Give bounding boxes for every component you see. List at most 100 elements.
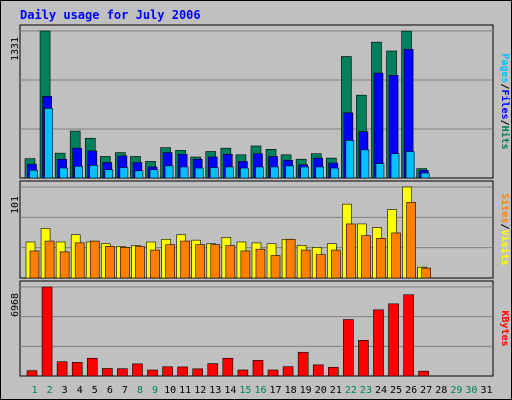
bar-pages: [375, 163, 385, 179]
x-tick-label: 19: [300, 385, 312, 396]
bar-kbytes: [373, 309, 384, 377]
x-tick-label: 2: [47, 385, 53, 396]
bar-kbytes: [86, 357, 98, 377]
x-tick-label: 16: [254, 385, 266, 396]
bar-pages: [209, 167, 219, 179]
x-tick-label: 26: [405, 385, 417, 396]
bar-kbytes: [177, 366, 188, 377]
x-tick-label: 12: [194, 385, 206, 396]
bar-sites: [421, 267, 431, 279]
x-tick-label: 6: [107, 385, 113, 396]
bar-pages: [74, 166, 83, 179]
bar-pages: [285, 165, 294, 179]
bar-sites: [89, 240, 100, 279]
bar-pages: [315, 166, 325, 179]
x-tick-label: 30: [465, 385, 477, 396]
bar-sites: [315, 254, 326, 279]
bar-kbytes: [117, 368, 128, 377]
bar-kbytes: [207, 363, 219, 377]
x-tick-label: 9: [152, 385, 158, 396]
bar-kbytes: [26, 370, 38, 377]
bar-pages: [119, 167, 129, 179]
x-tick-label: 18: [285, 385, 297, 396]
bar-kbytes: [102, 368, 113, 377]
x-tick-label: 5: [92, 385, 98, 396]
bar-kbytes: [132, 363, 143, 377]
legend-item: Visits: [499, 230, 511, 266]
bar-sites: [300, 249, 311, 279]
bar-pages: [149, 169, 159, 179]
bar-sites: [150, 249, 160, 279]
bar-kbytes: [192, 368, 204, 377]
bar-pages: [29, 169, 38, 179]
bar-sites: [195, 244, 206, 279]
bar-sites: [59, 251, 70, 279]
bar-pages: [405, 151, 415, 179]
x-tick-label: 7: [122, 385, 128, 396]
bar-kbytes: [403, 294, 414, 377]
bar-sites: [255, 248, 266, 279]
legend-item: Pages: [499, 53, 510, 83]
bar-sites: [285, 238, 296, 279]
bar-sites: [135, 246, 145, 279]
bar-kbytes: [297, 351, 309, 377]
bar-pages: [420, 172, 430, 179]
bar-sites: [376, 238, 386, 279]
bar-kbytes: [56, 361, 68, 377]
bar-pages: [194, 167, 204, 179]
legend-hits-files-pages: Pages/Files/Hits: [499, 53, 511, 149]
bar-pages: [270, 166, 279, 179]
bar-pages: [225, 166, 234, 179]
bar-pages: [390, 153, 400, 179]
chart-title: Daily usage for July 2006: [20, 8, 201, 22]
legend-separator: /: [499, 223, 510, 229]
legend-visits-sites: Sites/Visits: [499, 193, 511, 265]
x-tick-label: 22: [345, 385, 357, 396]
y-max-label: 6968: [10, 293, 21, 317]
bar-sites: [361, 235, 371, 279]
bar-files: [373, 72, 384, 179]
bar-kbytes: [147, 369, 158, 377]
x-tick-label: 10: [164, 385, 176, 396]
bar-pages: [330, 167, 340, 179]
bar-pages: [44, 108, 53, 179]
bar-sites: [406, 202, 416, 279]
bar-kbytes: [222, 357, 234, 377]
x-tick-label: 11: [179, 385, 191, 396]
bar-kbytes: [343, 319, 354, 377]
bar-sites: [330, 249, 341, 279]
bar-sites: [120, 247, 130, 279]
bar-sites: [29, 250, 40, 279]
x-tick-label: 28: [435, 385, 447, 396]
x-tick-label: 1: [32, 385, 38, 396]
legend-item: KBytes: [499, 310, 510, 346]
legend-kbytes: KBytes: [499, 310, 510, 346]
bar-kbytes: [282, 366, 294, 377]
bar-sites: [44, 240, 55, 279]
bar-pages: [360, 149, 370, 179]
bar-kbytes: [252, 359, 264, 377]
x-tick-label: 8: [137, 385, 143, 396]
legend-separator: /: [499, 83, 510, 89]
x-tick-label: 13: [209, 385, 221, 396]
bar-kbytes: [312, 364, 324, 377]
bar-kbytes: [358, 340, 369, 377]
bar-kbytes: [267, 369, 279, 377]
bar-kbytes: [327, 367, 339, 377]
bar-sites: [346, 223, 356, 279]
bar-pages: [104, 169, 114, 179]
x-tick-label: 29: [450, 385, 462, 396]
x-tick-label: 20: [315, 385, 327, 396]
bar-sites: [391, 232, 401, 279]
bar-pages: [59, 167, 68, 179]
legend-separator: /: [499, 120, 510, 126]
bar-sites: [210, 244, 221, 279]
x-tick-label: 15: [239, 385, 251, 396]
bar-sites: [180, 240, 190, 279]
y-max-label: 1331: [10, 37, 21, 61]
x-tick-label: 21: [330, 385, 342, 396]
bar-kbytes: [418, 370, 429, 377]
bar-sites: [105, 246, 115, 279]
x-tick-label: 27: [420, 385, 432, 396]
